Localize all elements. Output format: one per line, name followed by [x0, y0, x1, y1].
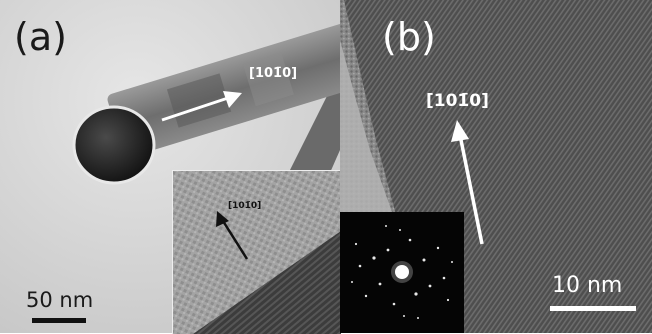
secondary-nanowire — [290, 70, 340, 200]
diffraction-central-spot — [395, 265, 409, 279]
panel-b-diffraction-inset — [340, 212, 464, 333]
direction-arrowhead-b — [451, 120, 469, 142]
panel-b-label: (b) — [382, 15, 436, 59]
panel-a-scale-bar — [32, 318, 86, 323]
inset-a-crystal-region — [193, 231, 341, 334]
panel-b-scale-text: 10 nm — [552, 273, 623, 298]
direction-arrow-b — [459, 139, 484, 245]
direction-arrowhead-a — [223, 91, 242, 108]
panel-a-hrtem-inset: [101̄0] — [172, 170, 341, 334]
direction-arrow-a — [161, 96, 229, 122]
panel-a-micrograph: (a) [101̄0] 50 nm — [0, 0, 340, 333]
nanowire — [107, 23, 340, 158]
panel-a-label: (a) — [14, 15, 67, 59]
inset-a-direction-label: [101̄0] — [228, 201, 262, 211]
direction-arrow-inset — [221, 220, 249, 260]
panel-b-direction-label: [101̄0] — [426, 91, 489, 111]
diffraction-pattern — [340, 212, 464, 333]
direction-arrowhead-inset — [216, 211, 229, 227]
catalyst-particle — [72, 105, 156, 185]
panel-b-vacuum-region — [340, 40, 392, 212]
panel-a-scale-text: 50 nm — [26, 288, 94, 312]
panel-b-drawing — [340, 0, 652, 333]
panel-b-scale-bar — [550, 306, 636, 311]
inset-a-drawing — [173, 171, 341, 334]
panel-a-direction-label: [101̄0] — [249, 66, 298, 81]
